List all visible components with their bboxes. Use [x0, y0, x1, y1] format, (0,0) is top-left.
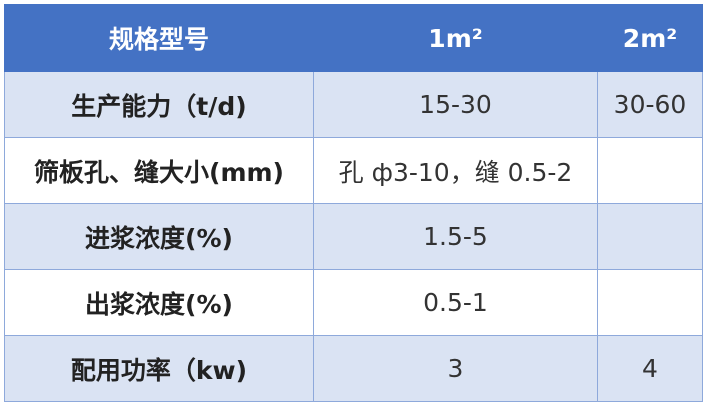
row-label: 出浆浓度(%) — [4, 269, 314, 336]
cell-2m2: 4 — [597, 335, 703, 402]
row-label: 进浆浓度(%) — [4, 203, 314, 270]
row-label: 筛板孔、缝大小(mm) — [4, 137, 314, 204]
cell-1m2: 3 — [313, 335, 598, 402]
header-row: 规格型号 1m² 2m² — [4, 4, 703, 72]
table-row: 筛板孔、缝大小(mm) 孔 ф3-10，缝 0.5-2 — [4, 137, 703, 204]
row-label: 生产能力（t/d) — [4, 71, 314, 138]
header-model: 规格型号 — [4, 4, 314, 72]
table-row: 出浆浓度(%) 0.5-1 — [4, 269, 703, 336]
header-1m2: 1m² — [313, 4, 598, 72]
cell-2m2 — [597, 137, 703, 204]
cell-1m2: 孔 ф3-10，缝 0.5-2 — [313, 137, 598, 204]
table-row: 进浆浓度(%) 1.5-5 — [4, 203, 703, 270]
row-label: 配用功率（kw) — [4, 335, 314, 402]
cell-1m2: 0.5-1 — [313, 269, 598, 336]
cell-2m2 — [597, 269, 703, 336]
spec-table: 规格型号 1m² 2m² 生产能力（t/d) 15-30 30-60 筛板孔、缝… — [4, 4, 703, 402]
cell-1m2: 15-30 — [313, 71, 598, 138]
cell-1m2: 1.5-5 — [313, 203, 598, 270]
table-row: 配用功率（kw) 3 4 — [4, 335, 703, 402]
cell-2m2: 30-60 — [597, 71, 703, 138]
header-2m2: 2m² — [597, 4, 703, 72]
table-row: 生产能力（t/d) 15-30 30-60 — [4, 71, 703, 138]
cell-2m2 — [597, 203, 703, 270]
